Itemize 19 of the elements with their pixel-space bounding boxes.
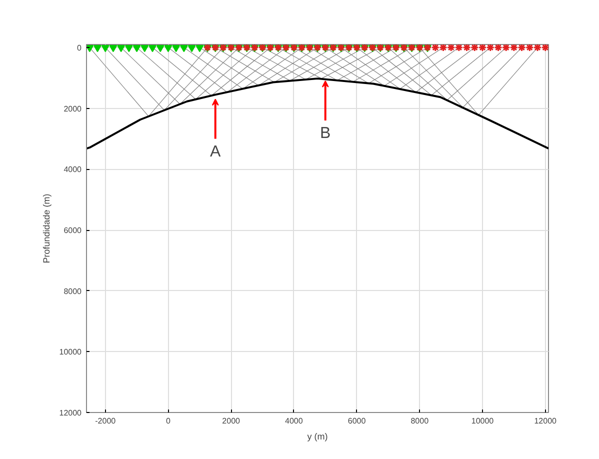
y-tick-label: 10000 [59, 348, 82, 357]
y-tick-label: 0 [77, 44, 82, 53]
x-tick-label: 2000 [222, 416, 241, 426]
y-tick-label: 12000 [59, 408, 82, 418]
x-tick-label: 8000 [410, 416, 430, 426]
x-tick-label: 10000 [471, 416, 494, 426]
x-tick-label: 0 [166, 416, 171, 426]
y-tick-label: 8000 [64, 286, 82, 296]
x-axis-title: y (m) [307, 432, 328, 442]
y-axis-title: Profundidade (m) [41, 194, 52, 264]
y-tick-label: 6000 [64, 226, 82, 236]
x-tick-label: 4000 [285, 416, 304, 426]
y-tick-label: 4000 [64, 165, 82, 174]
y-tick-label: 2000 [64, 104, 82, 114]
annotation: A [210, 143, 222, 160]
x-tick-label: -2000 [95, 416, 116, 426]
annotation: B [320, 125, 331, 142]
x-tick-label: 6000 [348, 416, 366, 426]
x-tick-label: 12000 [534, 416, 558, 426]
